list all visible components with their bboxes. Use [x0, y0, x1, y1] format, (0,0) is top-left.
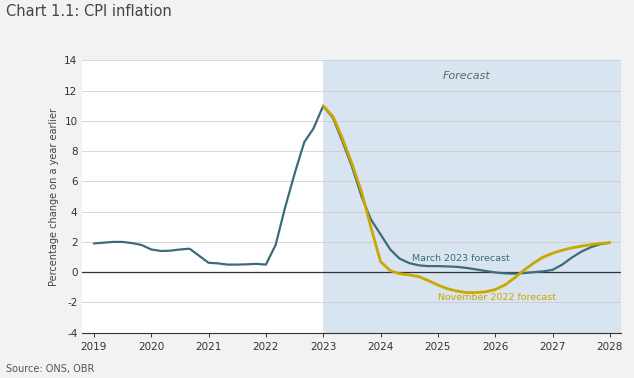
Y-axis label: Percentage change on a year earlier: Percentage change on a year earlier [49, 108, 59, 285]
Text: Chart 1.1: CPI inflation: Chart 1.1: CPI inflation [6, 4, 172, 19]
Bar [323, 60, 621, 333]
Text: November 2022 forecast: November 2022 forecast [438, 293, 556, 302]
Text: Forecast: Forecast [443, 71, 491, 81]
Text: Source: ONS, OBR: Source: ONS, OBR [6, 364, 94, 374]
Text: March 2023 forecast: March 2023 forecast [412, 254, 510, 263]
